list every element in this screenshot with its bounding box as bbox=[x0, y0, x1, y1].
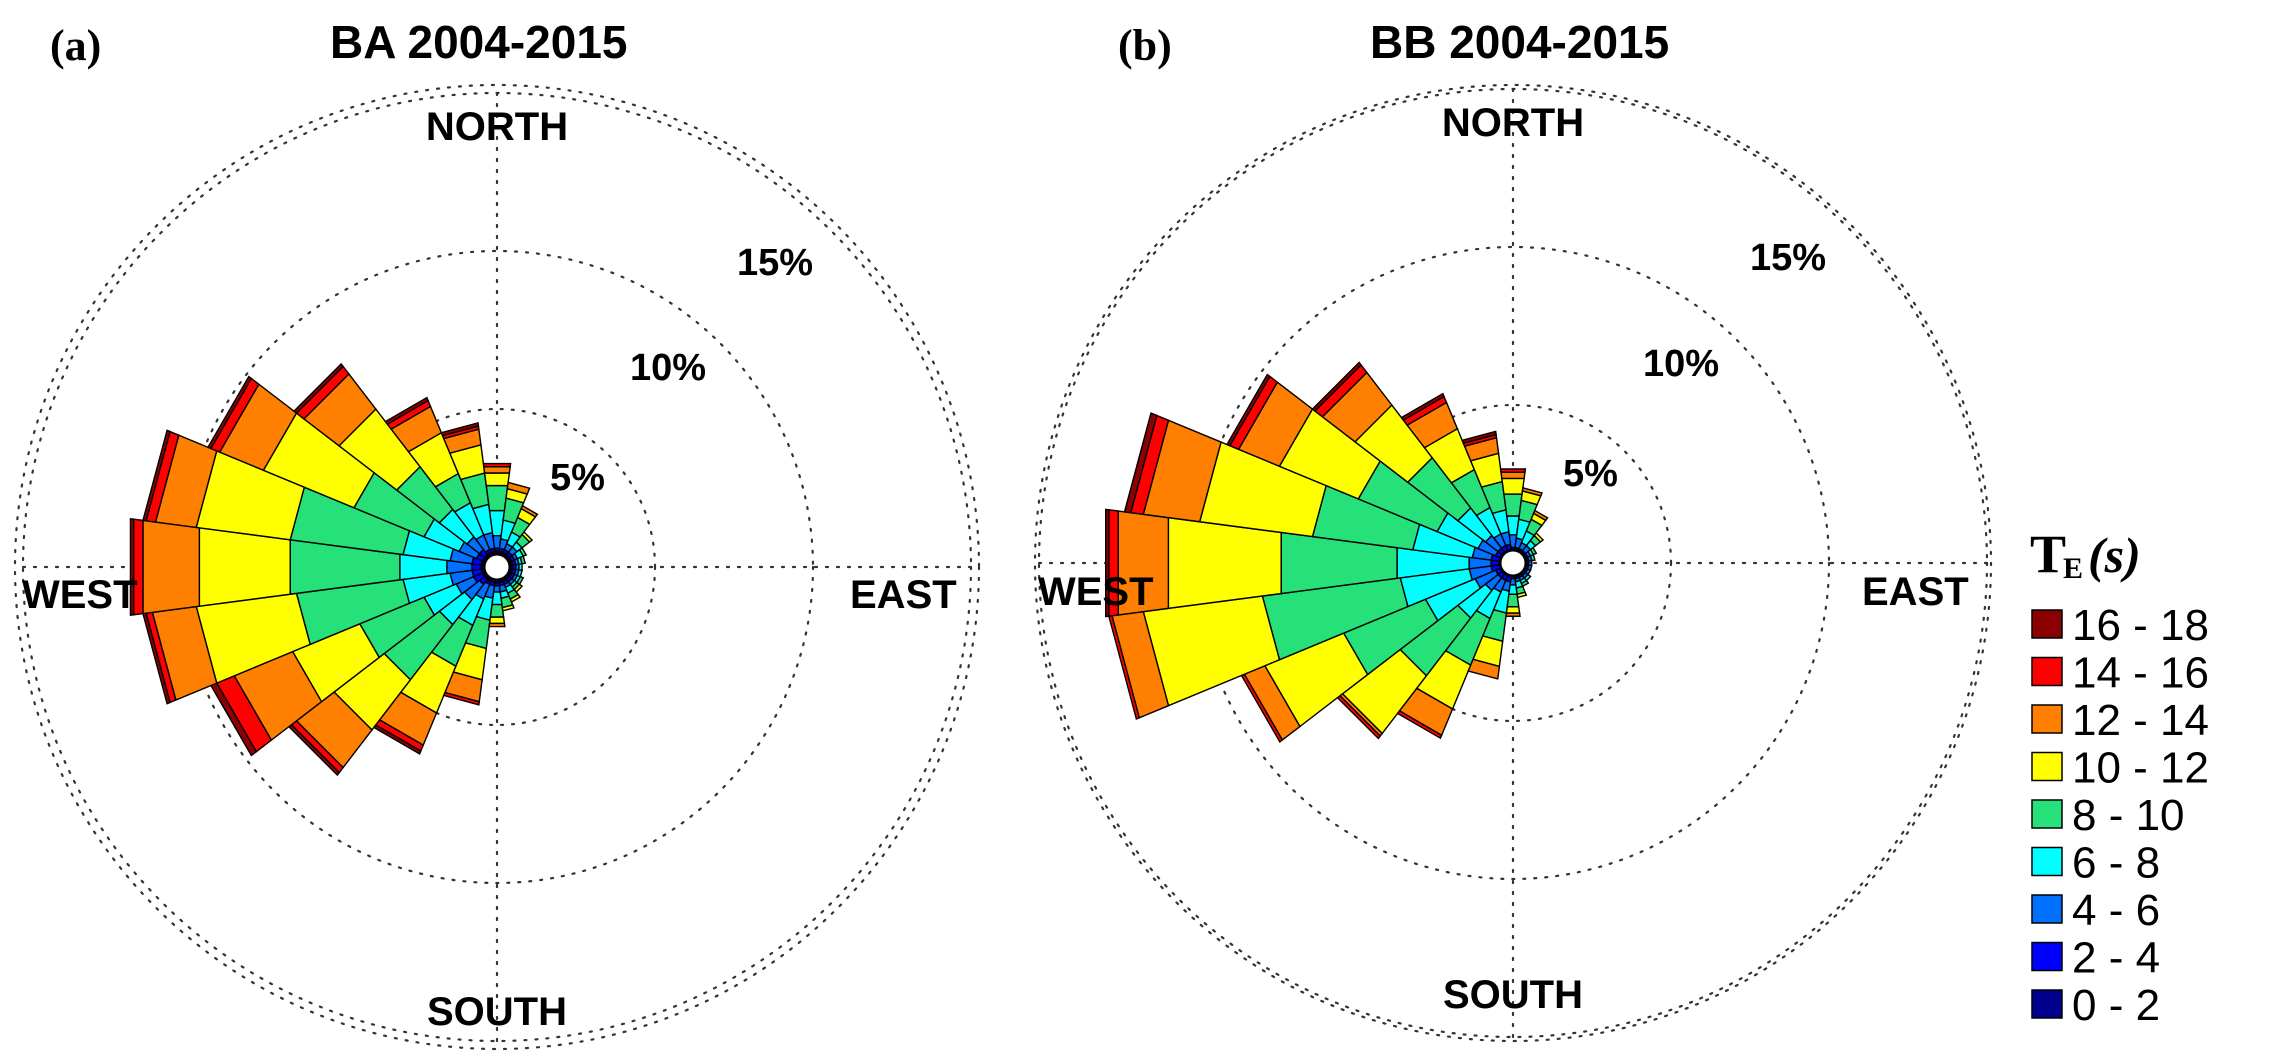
petal-270-bin-5 bbox=[198, 527, 291, 607]
calm-circle bbox=[1498, 548, 1528, 578]
panel-label: (a) bbox=[50, 21, 101, 70]
legend-swatch-4 bbox=[2031, 799, 2063, 829]
legend-swatch-0 bbox=[2031, 989, 2063, 1019]
east-label: EAST bbox=[850, 573, 957, 617]
grid-ring-outer bbox=[13, 83, 981, 1051]
rose-panel-b: (b) BB 2004-2015 NORTH SOUTH EAST WEST 5… bbox=[1033, 16, 1993, 1043]
petal-315-bin-8 bbox=[1311, 361, 1362, 412]
petal-0-bin-5 bbox=[1501, 477, 1525, 495]
legend-swatch-5 bbox=[2031, 751, 2063, 782]
petal-150-bin-5 bbox=[509, 593, 522, 604]
petal-330-bin-8 bbox=[384, 396, 429, 426]
ring-label-5: 5% bbox=[550, 457, 605, 499]
petal-15-bin-6 bbox=[506, 481, 531, 495]
legend-swatch-6 bbox=[2031, 704, 2063, 734]
petal-315-bin-8 bbox=[292, 362, 345, 415]
ring-label-5: 5% bbox=[1563, 453, 1618, 495]
petals bbox=[1105, 361, 1549, 743]
legend-swatch-7 bbox=[2031, 656, 2063, 687]
petal-0-bin-5 bbox=[483, 472, 511, 487]
south-label: SOUTH bbox=[427, 990, 567, 1034]
legend-swatch-2 bbox=[2031, 894, 2063, 924]
petal-300-bin-8 bbox=[206, 375, 253, 450]
legend-label-8: 16 - 18 bbox=[2072, 601, 2209, 650]
petal-165-bin-5 bbox=[501, 604, 515, 612]
petal-150-bin-4 bbox=[1520, 579, 1530, 588]
petal-135-bin-5 bbox=[513, 583, 524, 594]
ring-label-15: 15% bbox=[1750, 237, 1826, 279]
legend-label-0: 0 - 2 bbox=[2072, 981, 2160, 1030]
petals bbox=[129, 362, 539, 777]
petal-285-bin-8 bbox=[1123, 412, 1158, 514]
petal-270-bin-8 bbox=[1105, 508, 1110, 618]
petal-120-bin-4 bbox=[516, 575, 525, 586]
petal-0-bin-6 bbox=[1500, 471, 1526, 480]
east-label: EAST bbox=[1862, 570, 1969, 614]
legend-title-unit: (s) bbox=[2088, 527, 2141, 583]
petal-195-bin-7 bbox=[442, 691, 481, 706]
petal-180-bin-5 bbox=[1505, 606, 1521, 614]
petal-135-bin-3 bbox=[1523, 573, 1532, 582]
petal-270-bin-8 bbox=[129, 517, 135, 617]
ring-label-15: 15% bbox=[737, 242, 813, 284]
petal-15-bin-6 bbox=[1521, 486, 1543, 497]
petal-180-bin-6 bbox=[1505, 612, 1521, 617]
legend-label-2: 4 - 6 bbox=[2072, 886, 2160, 935]
petal-210-bin-7 bbox=[1396, 709, 1443, 740]
west-label: WEST bbox=[22, 573, 138, 617]
legend-swatch-3 bbox=[2031, 846, 2063, 877]
petal-345-bin-8 bbox=[1461, 430, 1497, 445]
petal-180-bin-5 bbox=[488, 616, 506, 625]
panel-title: BA 2004-2015 bbox=[330, 16, 628, 68]
petal-270-bin-5 bbox=[1167, 516, 1282, 610]
petal-0-bin-7 bbox=[482, 462, 512, 468]
petal-195-bin-6 bbox=[1467, 658, 1501, 680]
petal-165-bin-5 bbox=[1516, 591, 1528, 599]
legend-title-sub: E bbox=[2063, 552, 2083, 585]
ring-label-10: 10% bbox=[630, 347, 706, 389]
legend-label-5: 10 - 12 bbox=[2072, 744, 2209, 793]
grid-ring-outer bbox=[1033, 83, 1993, 1043]
legend-label-7: 14 - 16 bbox=[2072, 649, 2209, 698]
calm-circle bbox=[482, 552, 512, 582]
petal-0-bin-7 bbox=[1499, 468, 1527, 473]
petal-180-bin-6 bbox=[488, 622, 506, 628]
south-label: SOUTH bbox=[1443, 973, 1583, 1017]
panel-label: (b) bbox=[1118, 21, 1172, 70]
north-label: NORTH bbox=[1442, 101, 1584, 145]
legend-label-4: 8 - 10 bbox=[2072, 791, 2185, 840]
legend-label-1: 2 - 4 bbox=[2072, 934, 2160, 983]
panel-title: BB 2004-2015 bbox=[1370, 16, 1669, 68]
legend-swatch-8 bbox=[2031, 609, 2063, 639]
legend-title-main: T bbox=[2030, 524, 2066, 584]
petal-330-bin-8 bbox=[1400, 392, 1445, 422]
petal-300-bin-8 bbox=[1225, 373, 1271, 447]
petal-270-bin-6 bbox=[142, 519, 201, 615]
legend-swatch-1 bbox=[2031, 941, 2063, 972]
ring-label-10: 10% bbox=[1643, 343, 1719, 385]
legend-label-6: 12 - 14 bbox=[2072, 696, 2209, 745]
petal-0-bin-6 bbox=[483, 466, 511, 474]
petal-285-bin-8 bbox=[142, 429, 171, 522]
petal-345-bin-8 bbox=[440, 421, 480, 437]
north-label: NORTH bbox=[426, 105, 568, 149]
legend-label-3: 6 - 8 bbox=[2072, 839, 2160, 888]
rose-panel-a: (a) BA 2004-2015 NORTH SOUTH EAST WEST 5… bbox=[13, 16, 981, 1051]
west-label: WEST bbox=[1038, 570, 1154, 614]
petal-210-bin-8 bbox=[372, 724, 422, 755]
